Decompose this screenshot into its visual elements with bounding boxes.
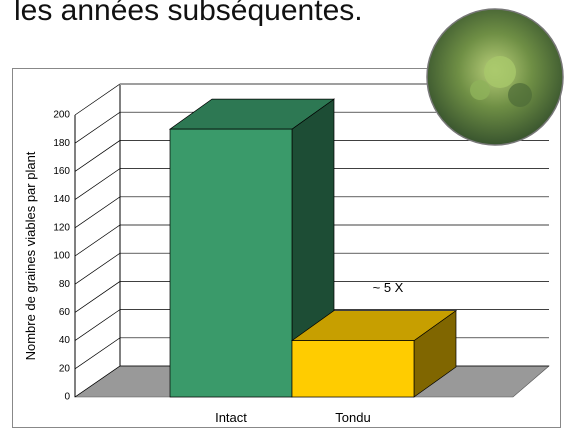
y-tick-label: 60 [59, 307, 71, 318]
photo [427, 9, 563, 145]
y-tick-label: 100 [53, 251, 70, 262]
annotation: ~ 5 X [373, 280, 404, 295]
bar-front [170, 129, 292, 397]
x-tick-label: Tondu [335, 410, 370, 425]
y-tick-label: 200 [53, 110, 70, 121]
y-tick-label: 40 [59, 335, 71, 346]
y-tick-label: 20 [59, 363, 71, 374]
y-tick-label: 140 [53, 194, 70, 205]
y-tick-label: 80 [59, 279, 71, 290]
page: les années subséquentes. Nombre de grain… [0, 0, 571, 432]
y-tick-label: 120 [53, 222, 70, 233]
x-tick-label: Intact [215, 410, 247, 425]
y-tick-label: 180 [53, 138, 70, 149]
bar-front [292, 341, 414, 397]
y-axis-label: Nombre de graines viables par plant [23, 151, 38, 360]
bar [292, 311, 456, 397]
y-tick-label: 160 [53, 166, 70, 177]
y-tick-label: 0 [64, 392, 70, 403]
heading: les années subséquentes. [14, 0, 363, 27]
